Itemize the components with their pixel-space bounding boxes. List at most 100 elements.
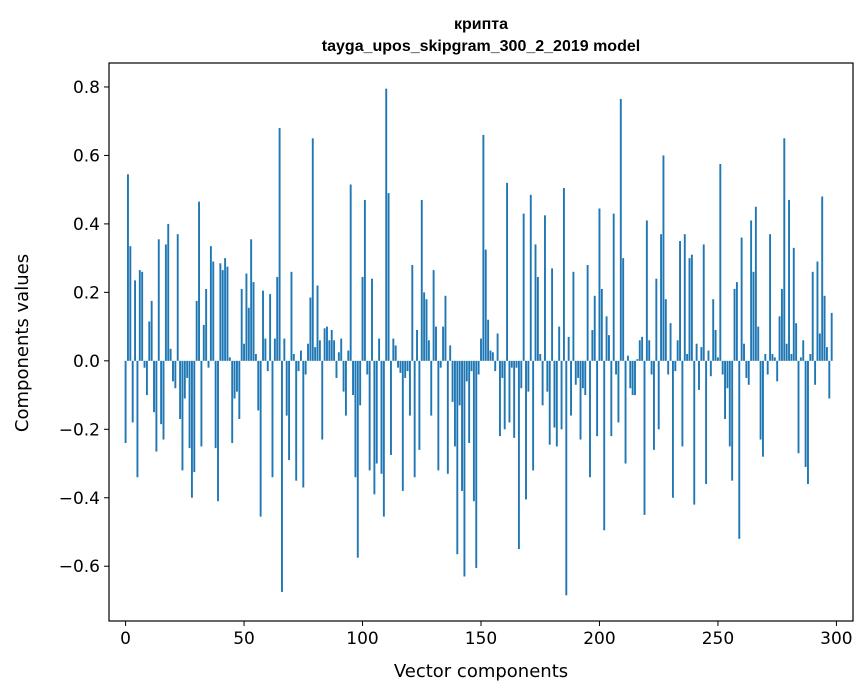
bar <box>252 282 255 361</box>
bar <box>562 187 565 361</box>
x-axis: 0 50 100 150 200 250 300 <box>120 621 853 649</box>
bar <box>160 360 163 425</box>
bar <box>648 340 651 361</box>
bar <box>344 360 347 416</box>
bar <box>586 264 589 361</box>
bar <box>797 360 800 454</box>
bar <box>752 271 755 361</box>
bar <box>577 360 580 378</box>
bar <box>439 360 442 368</box>
bar <box>340 338 343 361</box>
bar <box>776 360 779 382</box>
bar <box>228 357 231 361</box>
bar <box>731 360 734 481</box>
x-tick-label: 300 <box>820 629 852 649</box>
bar <box>131 360 134 423</box>
bar <box>259 360 262 517</box>
bar <box>413 360 416 478</box>
bar <box>209 246 212 361</box>
bar <box>172 360 174 382</box>
bar <box>769 234 772 361</box>
bar <box>608 335 610 361</box>
bar <box>489 350 492 361</box>
bar <box>480 338 482 361</box>
bar <box>472 360 475 502</box>
bar <box>536 276 539 361</box>
bar <box>363 199 366 361</box>
bar <box>273 338 276 361</box>
bar <box>529 194 532 361</box>
bar <box>193 360 196 473</box>
y-axis-label: Components values <box>12 254 33 432</box>
bar <box>693 360 696 505</box>
bar <box>589 360 591 478</box>
bar <box>702 244 705 361</box>
bar <box>444 295 447 361</box>
bar <box>311 138 314 361</box>
bar <box>766 360 769 375</box>
bar <box>176 234 179 361</box>
bar <box>461 360 463 491</box>
bar <box>254 353 257 361</box>
x-tick-label: 250 <box>702 629 734 649</box>
bar <box>174 360 177 389</box>
bar <box>257 360 260 411</box>
bar <box>560 360 563 430</box>
bar <box>593 295 596 361</box>
bar <box>153 360 155 413</box>
bar <box>809 353 812 361</box>
chart-subtitle: tayga_upos_skipgram_300_2_2019 model <box>322 38 640 55</box>
bar <box>541 360 544 406</box>
y-tick-label: 0.0 <box>73 352 100 372</box>
y-tick-label: −0.2 <box>59 420 100 440</box>
bar <box>354 360 357 478</box>
bar <box>371 278 373 361</box>
bar <box>660 234 663 361</box>
bar <box>735 282 738 361</box>
bar <box>487 319 490 361</box>
bar <box>494 360 497 372</box>
bar <box>207 360 210 368</box>
bar <box>401 360 404 491</box>
bar <box>626 355 629 361</box>
bar <box>292 353 295 361</box>
bar <box>622 258 625 361</box>
bar <box>238 360 241 420</box>
bar <box>198 201 200 361</box>
bar <box>572 271 575 361</box>
bar <box>359 360 362 406</box>
bar <box>551 268 554 361</box>
x-axis-label: Vector components <box>394 661 568 682</box>
bar <box>361 276 364 361</box>
bar <box>795 323 798 361</box>
bar <box>565 360 568 596</box>
bar <box>404 360 407 378</box>
bar <box>333 340 336 361</box>
bar <box>558 326 561 361</box>
bar <box>679 241 681 361</box>
bar <box>390 360 392 455</box>
bar <box>830 312 833 361</box>
bar <box>825 347 828 361</box>
bar <box>437 360 440 471</box>
bar <box>226 266 229 361</box>
bar <box>790 353 793 361</box>
bar <box>183 360 186 399</box>
y-tick-label: 0.4 <box>73 215 100 235</box>
bar <box>700 347 703 361</box>
bar <box>337 352 340 361</box>
bar <box>821 196 824 361</box>
bar <box>297 360 300 372</box>
bar <box>314 347 317 361</box>
bar <box>366 360 369 375</box>
bar <box>657 360 660 430</box>
bar <box>186 360 189 378</box>
bar <box>124 360 127 443</box>
bar <box>477 360 480 375</box>
bar <box>785 343 788 361</box>
bar <box>231 360 234 443</box>
bar <box>425 299 428 361</box>
bar <box>482 134 485 361</box>
bar <box>515 360 518 368</box>
bar <box>373 360 376 495</box>
